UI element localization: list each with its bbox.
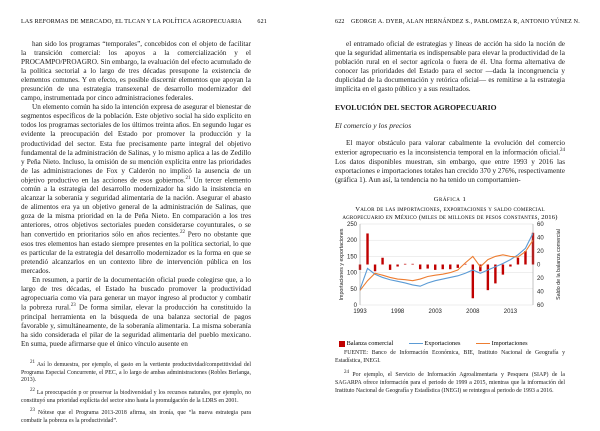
svg-text:100: 100: [347, 271, 358, 277]
svg-text:20: 20: [537, 276, 544, 282]
svg-text:200: 200: [347, 238, 358, 244]
svg-text:Saldo de la balanza comercial: Saldo de la balanza comercial: [556, 229, 562, 300]
svg-text:40: 40: [537, 290, 544, 296]
svg-text:250: 250: [347, 222, 358, 228]
svg-text:150: 150: [347, 254, 358, 260]
svg-text:50: 50: [350, 287, 357, 293]
svg-text:60: 60: [537, 222, 544, 228]
svg-text:2008: 2008: [466, 309, 480, 315]
svg-text:1998: 1998: [391, 309, 405, 315]
svg-text:2003: 2003: [429, 309, 443, 315]
svg-text:60: 60: [537, 303, 544, 309]
svg-text:0: 0: [537, 263, 541, 269]
svg-text:20: 20: [537, 249, 544, 255]
svg-text:2013: 2013: [504, 309, 518, 315]
svg-text:40: 40: [537, 236, 544, 242]
svg-text:Importaciones y exportaciones: Importaciones y exportaciones: [339, 228, 345, 300]
svg-text:1993: 1993: [353, 309, 367, 315]
